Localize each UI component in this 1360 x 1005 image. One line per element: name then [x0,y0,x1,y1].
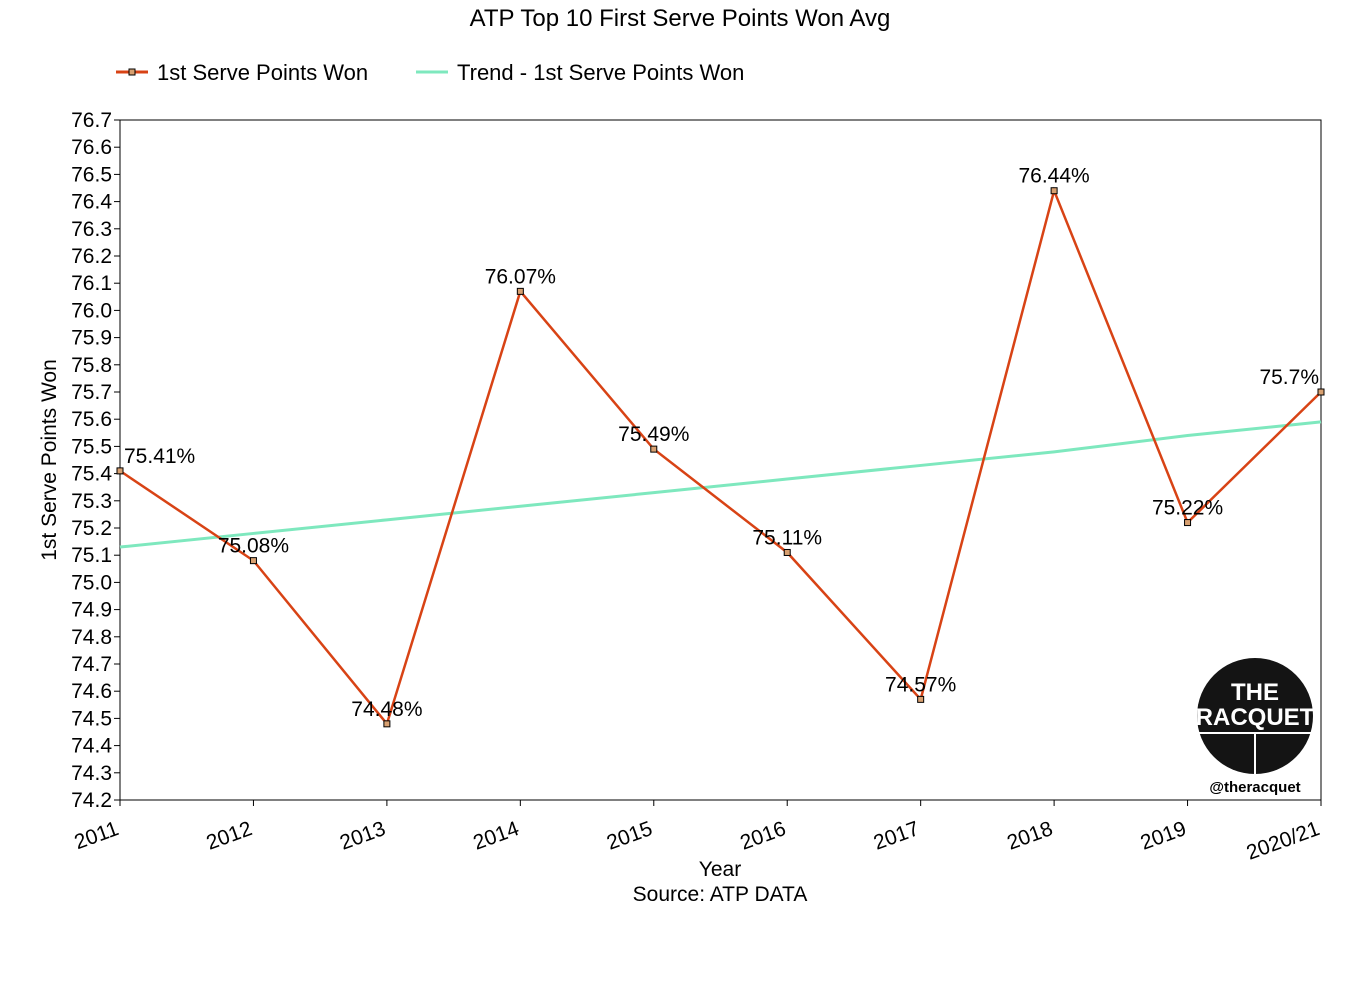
y-tick-label: 75.0 [71,571,112,594]
x-tick-label: 2012 [203,817,255,855]
series-point [1317,388,1325,396]
y-tick-label: 74.2 [71,789,112,812]
series-line-layer [116,186,1325,728]
y-tick-label: 76.7 [71,109,112,132]
series-point [249,557,257,565]
x-axis-title: Year [699,858,741,881]
series-point [650,445,658,453]
x-tick-label: 2019 [1137,817,1189,855]
series-point [383,720,391,728]
data-label-layer: 75.41% 75.08% 74.48% 76.07% 75.49% 75.11% 74.5… [124,165,1319,721]
y-tick-label: 74.7 [71,653,112,676]
y-tick-label: 76.4 [71,191,112,214]
trend-line-layer [119,420,1322,549]
data-label: 76.44% [1018,165,1089,188]
series-point [917,695,925,703]
x-tick-label: 2020/21 [1244,817,1323,865]
data-label: 75.08% [218,535,289,558]
y-tick-label: 76.1 [71,272,112,295]
data-label: 75.7% [1259,366,1319,389]
y-tick-label: 75.8 [71,354,112,377]
the-racquet-logo: THE RACQUET @theracquet [1196,658,1315,796]
data-label: 75.49% [618,423,689,446]
y-axis-title: 1st Serve Points Won [38,359,61,561]
legend-label-series: 1st Serve Points Won [157,60,368,85]
x-tick-label: 2015 [604,817,656,855]
x-tick-label: 2016 [737,817,789,855]
y-tick-label: 75.7 [71,381,112,404]
y-tick-label: 75.3 [71,490,112,513]
data-label: 75.41% [124,445,195,468]
source-note: Source: ATP DATA [633,883,808,906]
logo-circle [1197,658,1313,774]
y-tick-label: 75.4 [71,463,112,486]
y-tick-label: 76.6 [71,136,112,159]
data-label: 74.57% [885,673,956,696]
logo-line1: THE [1231,679,1279,706]
x-tick-label: 2017 [871,817,923,855]
logo-line2: RACQUET [1196,704,1315,731]
y-tick-label: 74.9 [71,599,112,622]
plot-frame [119,119,1322,801]
logo-handle: @theracquet [1209,779,1300,796]
y-tick-label: 74.8 [71,626,112,649]
series-point [516,287,524,295]
series-point [116,467,124,475]
y-tick-label: 74.5 [71,707,112,730]
x-tick-label: 2013 [337,817,389,855]
x-tick-label: 2018 [1004,817,1056,855]
y-tick-label: 76.0 [71,299,112,322]
legend-label-trend: Trend - 1st Serve Points Won [457,60,744,85]
y-tick-label: 76.5 [71,163,112,186]
data-label: 74.48% [351,698,422,721]
y-tick-label: 75.2 [71,517,112,540]
y-tick-label: 74.4 [71,735,112,758]
chart-title: ATP Top 10 First Serve Points Won Avg [470,5,891,32]
y-tick-label: 76.2 [71,245,112,268]
series-point [1050,187,1058,195]
y-tick-label: 75.5 [71,435,112,458]
legend: 1st Serve Points Won Trend - 1st Serve P… [116,60,744,85]
y-tick-label: 75.1 [71,544,112,567]
x-tick-label: 2014 [470,817,522,855]
x-tick-label: 2011 [71,817,121,854]
y-tick-label: 75.6 [71,408,112,431]
data-label: 75.11% [752,526,822,549]
series-point [1184,519,1192,527]
y-tick-label: 74.6 [71,680,112,703]
legend-swatch-series-marker [128,68,136,76]
y-tick-label: 74.3 [71,762,112,785]
data-label: 75.22% [1152,497,1223,520]
y-tick-label: 76.3 [71,218,112,241]
series-line [119,186,1322,727]
y-tick-label: 75.9 [71,327,112,350]
data-label: 76.07% [485,265,556,288]
series-point [783,548,791,556]
trend-line [119,420,1322,549]
